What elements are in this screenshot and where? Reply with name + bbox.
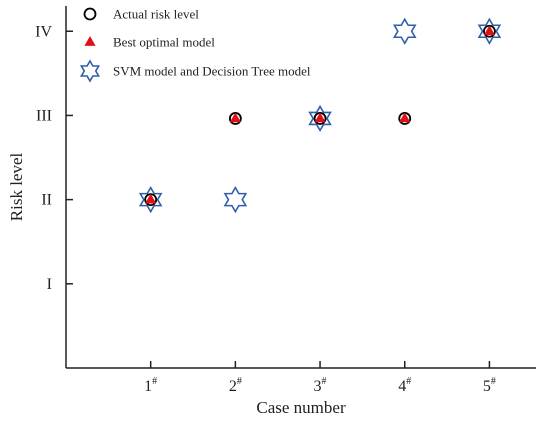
hexagram-marker [79, 59, 101, 83]
legend-label: SVM model and Decision Tree model [113, 64, 311, 79]
triangle-marker [84, 35, 96, 46]
hexagram-marker [308, 104, 332, 133]
triangle-marker [229, 112, 242, 123]
legend-label: Best optimal model [113, 35, 215, 50]
hexagram-marker [392, 17, 417, 45]
y-tick-label: II [41, 192, 52, 209]
triangle-marker [314, 112, 326, 123]
y-axis-label: Risk level [7, 152, 26, 221]
hexagram-marker [477, 17, 502, 45]
circle-marker [83, 7, 97, 21]
x-tick-label: 5# [483, 376, 496, 395]
y-tick-label: III [36, 107, 52, 124]
x-tick-label: 2# [229, 376, 242, 395]
triangle-marker [399, 112, 411, 123]
legend-label: Actual risk level [113, 7, 199, 22]
x-tick-label: 1# [144, 376, 157, 395]
data-marks [138, 17, 502, 214]
triangle-marker [483, 25, 496, 36]
hexagram-marker [138, 186, 163, 214]
hexagram-marker [223, 186, 248, 214]
y-tick-label: IV [35, 23, 52, 40]
y-tick-label: I [47, 276, 52, 293]
x-tick-label: 4# [398, 376, 411, 395]
triangle-marker [145, 193, 157, 204]
x-tick-label: 3# [314, 376, 327, 395]
x-axis-label: Case number [256, 398, 346, 417]
legend: Actual risk level Best optimal model SVM m… [79, 7, 311, 83]
